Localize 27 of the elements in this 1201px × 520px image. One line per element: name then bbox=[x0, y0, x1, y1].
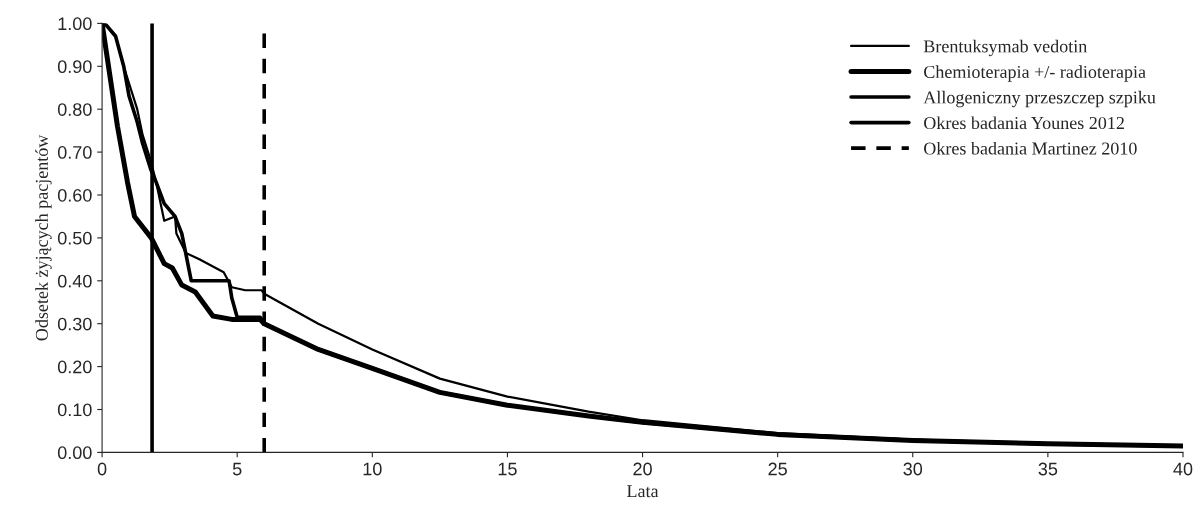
y-tick-label: 0.60 bbox=[57, 188, 92, 202]
y-tick-label: 0.50 bbox=[57, 231, 92, 245]
y-tick-label: 0.90 bbox=[57, 60, 92, 74]
y-tick-label: 0.30 bbox=[57, 317, 92, 331]
x-tick-label: 40 bbox=[1173, 462, 1193, 476]
y-axis-title: Odsetek żyjących pacjentów bbox=[35, 134, 52, 341]
x-tick-label: 20 bbox=[633, 462, 652, 476]
y-tick-label: 0.80 bbox=[57, 103, 92, 116]
x-tick-label: 5 bbox=[232, 462, 242, 476]
y-tick-label: 0.00 bbox=[57, 446, 92, 460]
x-tick-label: 25 bbox=[768, 462, 787, 476]
x-tick-label: 30 bbox=[903, 462, 923, 476]
x-axis-title: Lata bbox=[627, 485, 659, 498]
legend-label: Allogeniczny przeszczep szpiku bbox=[923, 90, 1156, 108]
legend-label: Chemioterapia +/- radioterapia bbox=[924, 65, 1146, 82]
y-tick-label: 0.70 bbox=[57, 146, 92, 159]
x-tick-label: 35 bbox=[1038, 462, 1058, 476]
legend-label: Brentuksymab vedotin bbox=[923, 39, 1088, 57]
y-tick-label: 0.40 bbox=[57, 274, 92, 288]
y-tick-label: 1.00 bbox=[58, 17, 92, 31]
x-tick-label: 10 bbox=[363, 462, 382, 476]
x-tick-label: 15 bbox=[498, 462, 517, 476]
legend-label: Okres badania Martinez 2010 bbox=[924, 141, 1137, 155]
legend-label: Okres badania Younes 2012 bbox=[924, 116, 1124, 130]
y-tick-label: 0.20 bbox=[57, 360, 92, 374]
y-tick-label: 0.10 bbox=[57, 403, 92, 417]
x-tick-label: 0 bbox=[97, 462, 107, 476]
